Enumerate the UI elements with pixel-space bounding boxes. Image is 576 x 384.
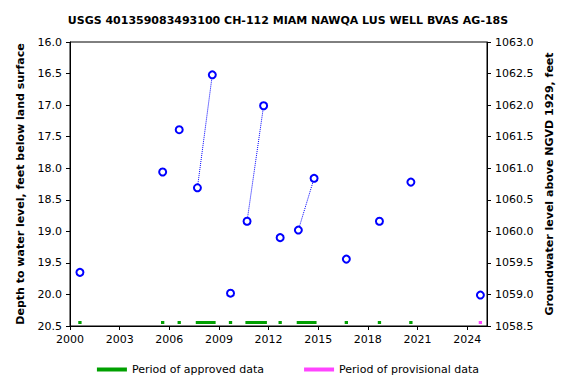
svg-text:2015: 2015 (304, 333, 332, 346)
svg-text:2003: 2003 (106, 333, 134, 346)
svg-text:2021: 2021 (404, 333, 432, 346)
svg-text:1059.0: 1059.0 (495, 288, 534, 301)
svg-text:1061.0: 1061.0 (495, 162, 534, 175)
svg-text:Period of approved data: Period of approved data (132, 363, 264, 376)
svg-text:USGS 401359083493100 CH-112 MI: USGS 401359083493100 CH-112 MIAM NAWQA L… (68, 14, 508, 27)
svg-text:Depth to water level, feet bel: Depth to water level, feet below land su… (14, 43, 27, 324)
svg-text:1060.5: 1060.5 (495, 193, 534, 206)
svg-text:1058.5: 1058.5 (495, 320, 534, 333)
svg-text:2006: 2006 (155, 333, 183, 346)
svg-text:17.0: 17.0 (38, 99, 63, 112)
svg-text:1062.0: 1062.0 (495, 99, 534, 112)
svg-text:19.0: 19.0 (38, 225, 63, 238)
svg-text:1059.5: 1059.5 (495, 256, 534, 269)
svg-text:1063.0: 1063.0 (495, 36, 534, 49)
svg-text:2018: 2018 (354, 333, 382, 346)
svg-text:20.5: 20.5 (38, 320, 63, 333)
svg-text:19.5: 19.5 (38, 256, 63, 269)
svg-text:2024: 2024 (453, 333, 481, 346)
svg-text:20.0: 20.0 (38, 288, 63, 301)
svg-text:16.0: 16.0 (38, 36, 63, 49)
svg-text:2000: 2000 (56, 333, 84, 346)
svg-text:Period of provisional data: Period of provisional data (339, 363, 479, 376)
svg-text:16.5: 16.5 (38, 67, 63, 80)
svg-text:Groundwater level above NGVD 1: Groundwater level above NGVD 1929, feet (543, 52, 556, 315)
svg-text:1061.5: 1061.5 (495, 130, 534, 143)
svg-text:18.0: 18.0 (38, 162, 63, 175)
svg-text:2009: 2009 (205, 333, 233, 346)
svg-text:1060.0: 1060.0 (495, 225, 534, 238)
svg-text:1062.5: 1062.5 (495, 67, 534, 80)
svg-text:17.5: 17.5 (38, 130, 63, 143)
svg-text:2012: 2012 (255, 333, 283, 346)
svg-text:18.5: 18.5 (38, 193, 63, 206)
